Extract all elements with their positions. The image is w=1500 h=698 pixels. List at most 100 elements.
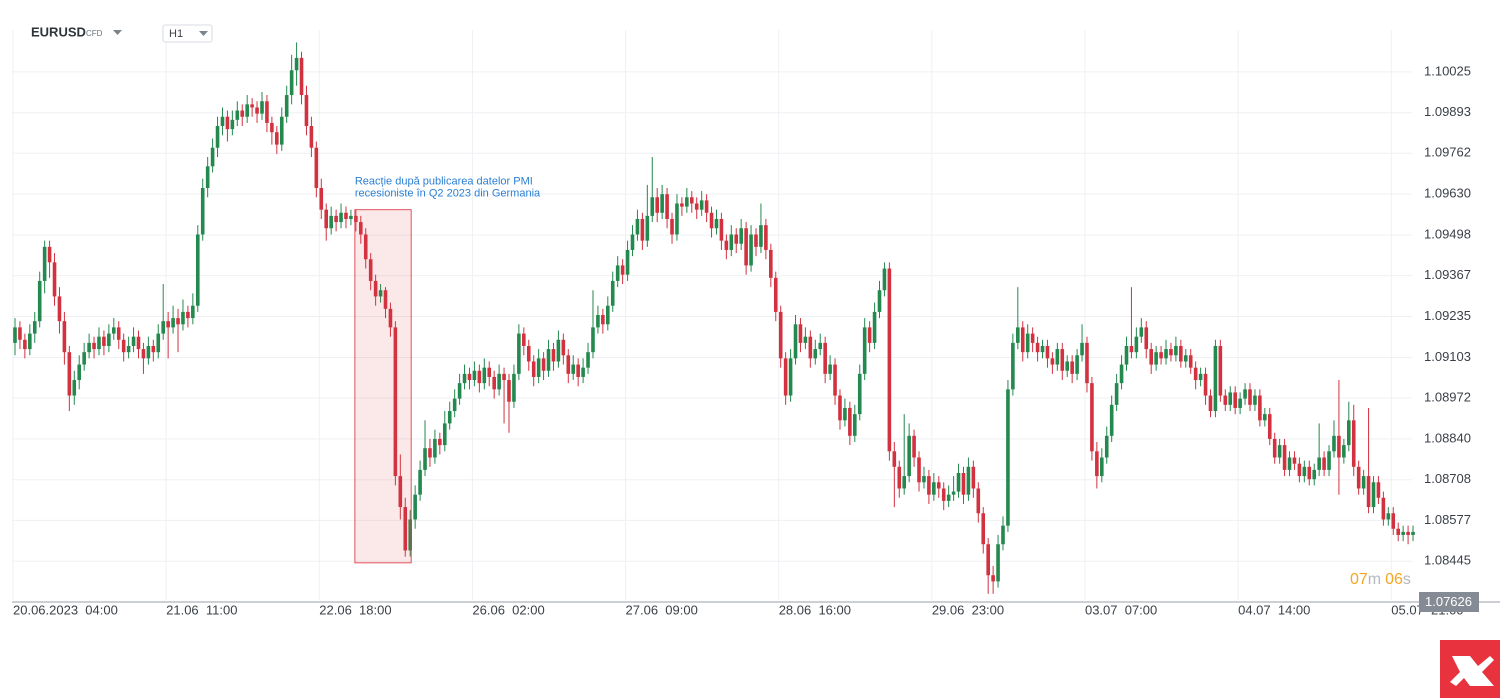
candle-body	[778, 311, 783, 359]
candle-body	[650, 197, 655, 216]
candle-body	[897, 466, 902, 489]
candle-body	[92, 342, 96, 350]
candle-body	[1406, 531, 1410, 535]
candle-body	[1322, 457, 1326, 470]
candle-body	[912, 435, 916, 458]
candle-body	[47, 246, 52, 263]
candle-body	[1267, 414, 1272, 439]
candle-body	[1090, 383, 1094, 452]
symbol-dropdown[interactable]	[113, 30, 122, 35]
candle-body	[171, 318, 175, 328]
candle-body	[1258, 395, 1262, 421]
candle-body	[195, 234, 200, 306]
x-tick-label: 21.06 11:00	[166, 602, 237, 617]
candle-body	[492, 376, 496, 390]
candle-body	[1065, 361, 1070, 371]
candle-body	[823, 342, 827, 374]
x-tick-label: 04.07 14:00	[1238, 602, 1310, 617]
candle-body	[867, 327, 872, 343]
candle-body	[1312, 469, 1317, 480]
candle-body	[1114, 383, 1119, 405]
candle-body	[240, 110, 245, 117]
candle-body	[57, 296, 62, 322]
candle-body	[235, 110, 240, 120]
candle-body	[1342, 445, 1346, 458]
candle-body	[803, 336, 808, 343]
candle-body	[961, 472, 966, 495]
candle-body	[1213, 345, 1218, 412]
candle-body	[388, 308, 393, 328]
candle-body	[477, 370, 482, 384]
candle-body	[368, 259, 373, 281]
symbol[interactable]: EURUSD	[31, 24, 86, 39]
candle-body	[838, 395, 842, 421]
candle-body	[1119, 364, 1124, 384]
candle-body	[1030, 333, 1035, 343]
candle-body	[457, 383, 462, 399]
candle-body	[487, 367, 492, 377]
candle-body	[724, 240, 729, 250]
candle-body	[72, 380, 77, 396]
candle-body	[709, 212, 714, 229]
candle-body	[1282, 445, 1287, 470]
candle-body	[635, 218, 640, 235]
candle-body	[408, 519, 412, 551]
candle-body	[704, 200, 709, 213]
candle-body	[1020, 327, 1025, 353]
candle-body	[591, 327, 595, 353]
candle-body	[265, 101, 269, 123]
candle-body	[936, 482, 941, 489]
candle-body	[601, 315, 605, 325]
candle-body	[734, 234, 739, 244]
candle-body	[1376, 482, 1381, 498]
y-tick-label: 1.08445	[1424, 553, 1471, 568]
y-tick-label: 1.09630	[1424, 186, 1471, 201]
y-tick-label: 1.08577	[1424, 512, 1471, 527]
candle-body	[991, 575, 995, 582]
candle-body	[151, 345, 156, 353]
candle-body	[507, 380, 511, 402]
candle-body	[1070, 361, 1074, 374]
candle-body	[220, 116, 225, 127]
candle-body	[344, 212, 348, 219]
candle-body	[1396, 528, 1400, 535]
candle-body	[848, 407, 852, 436]
timeframe-select[interactable]	[162, 24, 213, 43]
candle-body	[818, 342, 823, 350]
candle-body	[102, 336, 106, 346]
candle-body	[299, 57, 304, 96]
candle-body	[932, 482, 936, 495]
candle-body	[680, 203, 684, 207]
candle-body	[1045, 345, 1050, 359]
candle-body	[719, 218, 724, 241]
candle-body	[67, 352, 72, 396]
highlight-box	[354, 209, 412, 564]
candle-body	[363, 234, 368, 260]
candle-body	[1351, 420, 1356, 467]
candle-body	[754, 234, 758, 247]
timeframe-dropdown[interactable]	[199, 31, 208, 36]
candle-body	[354, 215, 358, 223]
candle-body	[1159, 352, 1163, 359]
candle-body	[1391, 513, 1396, 529]
candle-body	[1253, 395, 1257, 405]
candle-body	[689, 197, 694, 204]
candle-body	[87, 342, 91, 353]
instrument-type: CFD	[86, 29, 103, 38]
timeframe[interactable]: H1	[169, 28, 183, 40]
candle-body	[462, 373, 467, 384]
candle-body	[1272, 438, 1277, 458]
candle-body	[1287, 457, 1292, 470]
candle-body	[566, 355, 571, 374]
candle-body	[793, 324, 798, 359]
candle-body	[927, 476, 931, 495]
candle-body	[186, 311, 190, 319]
candle-body	[423, 448, 427, 470]
candle-body	[18, 327, 22, 340]
candle-body	[1208, 395, 1213, 412]
candle-body	[146, 345, 151, 359]
candle-body	[1040, 345, 1045, 353]
candle-body	[284, 95, 289, 117]
candle-body	[1109, 404, 1114, 436]
